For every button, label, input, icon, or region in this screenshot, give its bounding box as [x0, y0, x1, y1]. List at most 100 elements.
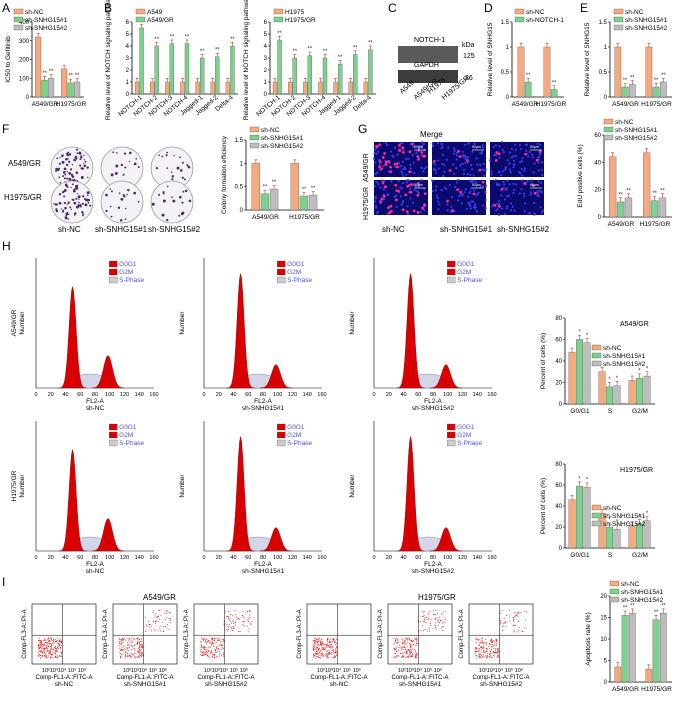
phase-legend-swatch — [109, 431, 118, 439]
annexin-event — [438, 621, 440, 623]
colony-dot — [178, 214, 181, 217]
dapi-nucleus — [440, 188, 443, 192]
annexin-event — [335, 648, 337, 650]
dapi-nucleus — [385, 143, 389, 147]
annexin-event — [200, 644, 202, 646]
annexin-event — [492, 652, 494, 654]
annexin-event — [217, 649, 219, 651]
hist-x-tick: 60 — [245, 555, 251, 561]
colony-dot — [184, 189, 188, 193]
annexin-event — [61, 655, 63, 657]
annexin-event — [49, 637, 51, 639]
annexin-event — [141, 641, 143, 643]
annexin-event — [506, 615, 508, 617]
bar — [134, 81, 140, 95]
hist-condition: sh-SNHG15#1 — [242, 405, 285, 412]
category-label: A549/GR — [512, 101, 539, 108]
hist-x-label: FL2-A — [86, 561, 104, 568]
dapi-nucleus — [394, 165, 397, 169]
edu-nucleus — [405, 210, 409, 214]
annexin-event — [210, 650, 212, 652]
annexin-event — [329, 640, 331, 642]
colony-dot — [81, 211, 84, 214]
annexin-event — [477, 651, 479, 653]
dapi-nucleus — [403, 166, 406, 169]
annexin-event — [128, 655, 130, 657]
colony-dot — [127, 188, 130, 192]
dapi-nucleus — [411, 153, 415, 156]
annexin-event — [486, 654, 488, 656]
significance-mark: * — [616, 519, 619, 525]
colony-dot — [65, 158, 68, 161]
legend-label: sh-SNHG15#1 — [603, 353, 646, 360]
annexin-event — [156, 616, 158, 618]
annexin-event — [482, 654, 484, 656]
dapi-nucleus — [471, 150, 474, 153]
annexin-event — [326, 639, 328, 641]
colony-dot — [65, 212, 69, 216]
y-tick-label: 40 — [594, 160, 601, 166]
annexin-event — [326, 641, 328, 643]
annexin-event — [476, 648, 478, 650]
annexin-event — [215, 647, 217, 649]
annexin-event — [476, 639, 478, 641]
dapi-nucleus — [540, 191, 543, 194]
annexin-event — [479, 652, 481, 654]
edu-nucleus — [375, 144, 379, 148]
annexin-event — [132, 641, 134, 643]
annexin-event — [201, 645, 203, 647]
dapi-nucleus — [445, 158, 448, 161]
dapi-nucleus — [511, 205, 514, 208]
edu-col-sh1: sh-SNHG15#1 — [440, 225, 493, 234]
annexin-event — [405, 643, 407, 645]
annexin-event — [332, 650, 334, 652]
colony-dot — [171, 196, 173, 199]
annexin-event — [404, 647, 406, 649]
annexin-event — [208, 640, 210, 642]
annexin-event — [132, 647, 134, 649]
dapi-nucleus — [374, 200, 377, 203]
annexin-event — [219, 644, 221, 646]
dapi-nucleus — [440, 147, 443, 150]
annexin-event — [249, 616, 251, 618]
annexin-event — [212, 653, 214, 655]
blot-band-notch — [398, 46, 458, 63]
annexin-event — [503, 622, 505, 624]
annexin-event — [329, 641, 331, 643]
annexin-event — [40, 650, 42, 652]
colony-dot — [75, 148, 79, 151]
edu-nucleus — [398, 148, 402, 152]
hist-x-tick: 120 — [458, 392, 467, 398]
bar — [195, 81, 200, 95]
annexin-event — [118, 647, 120, 649]
annexin-event — [44, 655, 46, 657]
dapi-nucleus — [505, 195, 509, 198]
hist-x-tick: 0 — [372, 555, 375, 561]
annexin-event — [53, 640, 55, 642]
annexin-event — [38, 653, 40, 655]
legend-swatch — [613, 8, 624, 15]
phase-legend-label: G0G1 — [119, 424, 137, 431]
annexin-x-label: Comp-FL1-A::FITC-A — [310, 675, 367, 681]
significance-mark: ** — [623, 606, 628, 612]
y-axis-label: Apoptosis rate (%) — [585, 612, 592, 665]
annexin-condition: sh-SNHG15#1 — [399, 681, 442, 688]
annexin-event — [164, 626, 166, 628]
annexin-event — [246, 625, 248, 627]
annexin-event — [319, 654, 321, 656]
annexin-event — [206, 653, 208, 655]
annexin-event — [479, 644, 481, 646]
annexin-event — [44, 638, 46, 640]
dapi-nucleus — [462, 153, 465, 157]
bar — [576, 339, 583, 405]
significance-mark: ** — [75, 73, 80, 79]
dapi-nucleus — [421, 144, 424, 147]
dapi-nucleus — [434, 189, 437, 192]
annexin-event — [134, 645, 136, 647]
annexin-event — [421, 610, 423, 612]
colony-dot — [66, 171, 69, 173]
dapi-nucleus — [399, 164, 403, 167]
dapi-nucleus — [453, 149, 456, 152]
annexin-event — [410, 643, 412, 645]
annexin-event — [51, 638, 53, 640]
